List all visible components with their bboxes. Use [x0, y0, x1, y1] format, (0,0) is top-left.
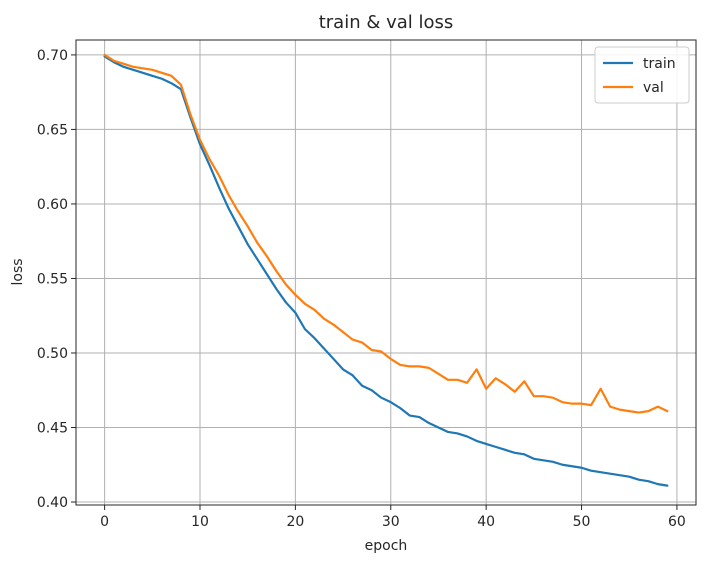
y-tick-label: 0.55 — [37, 271, 68, 287]
y-tick-label: 0.40 — [37, 495, 68, 511]
x-tick-label: 0 — [100, 514, 109, 530]
x-axis-label: epoch — [365, 538, 408, 554]
series-line-train — [103, 55, 669, 487]
x-tick-label: 10 — [191, 514, 209, 530]
y-axis-label: loss — [10, 258, 26, 285]
plot-frame — [75, 39, 697, 506]
x-tick-label: 60 — [668, 514, 686, 530]
y-tick-label: 0.65 — [37, 122, 68, 138]
ticks: 0 10 20 30 40 50 60 0.40 0.45 0.50 0.55 0.60 0.65 0.7… — [37, 48, 686, 530]
legend-box — [594, 46, 690, 104]
x-tick-label: 50 — [573, 514, 591, 530]
grid — [76, 40, 696, 505]
x-tick-label: 20 — [286, 514, 304, 530]
chart-title: train & val loss — [319, 12, 454, 33]
x-tick-label: 30 — [382, 514, 400, 530]
legend: train val — [594, 46, 690, 104]
legend-label-train: train — [643, 56, 676, 72]
y-tick-label: 0.60 — [37, 197, 68, 213]
y-tick-label: 0.45 — [37, 421, 68, 437]
legend-label-val: val — [643, 80, 664, 96]
y-tick-label: 0.50 — [37, 346, 68, 362]
x-tick-label: 40 — [477, 514, 495, 530]
series-layer — [103, 53, 669, 487]
y-tick-label: 0.70 — [37, 48, 68, 64]
series-line-val — [103, 53, 669, 414]
